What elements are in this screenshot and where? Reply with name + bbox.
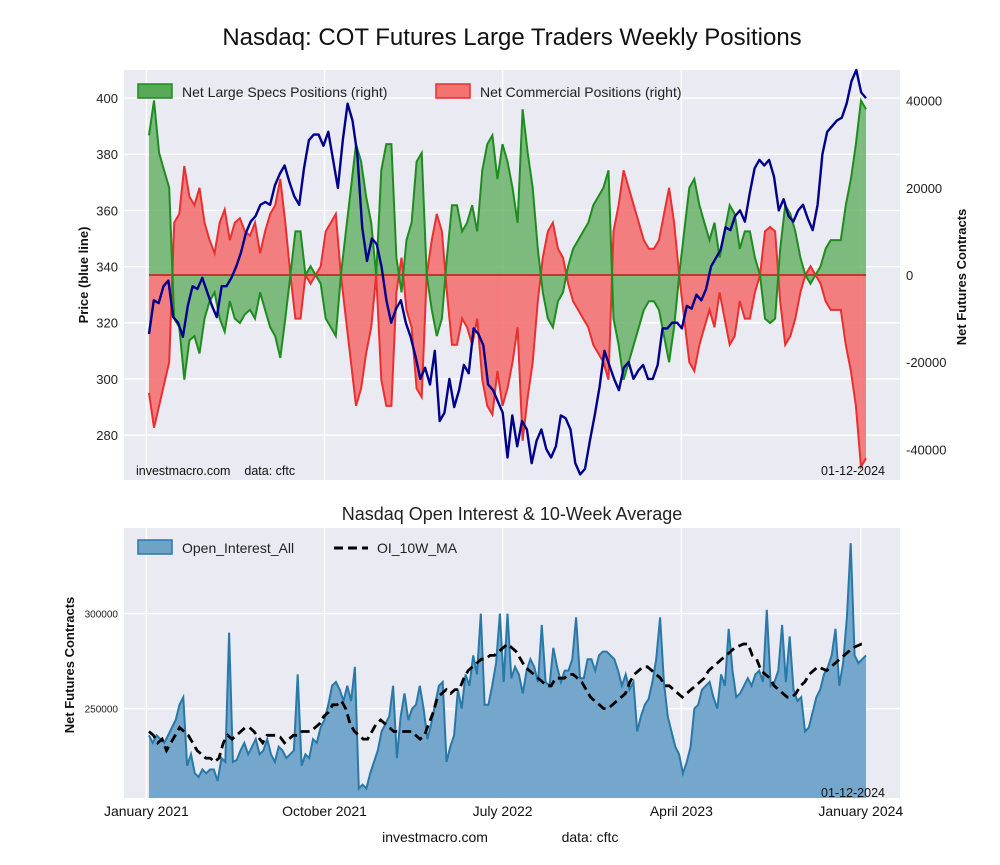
- large-specs-positions-area: [149, 100, 866, 380]
- top-position-fills: [149, 100, 866, 467]
- top-right-tick-label: 20000: [906, 181, 942, 196]
- top-right-tick-label: 0: [906, 268, 913, 283]
- top-left-tick-label: 360: [96, 203, 118, 218]
- bottom-date-annotation: 01-12-2024: [821, 786, 885, 800]
- bottom-axis-ticks: 250000 300000: [85, 610, 119, 716]
- top-left-tick-label: 280: [96, 428, 118, 443]
- footer-site: investmacro.com: [382, 829, 488, 845]
- x-tick-label: October 2021: [282, 803, 367, 819]
- legend-swatch-commercial: [435, 83, 471, 99]
- price-line: [147, 68, 867, 476]
- legend-label-open-interest: Open_Interest_All: [182, 540, 294, 556]
- open-interest-area: [148, 543, 867, 798]
- legend-swatch-large-specs: [137, 83, 173, 99]
- top-legend: Net Large Specs Positions (right) Net Co…: [137, 83, 682, 100]
- oi-moving-average-line: [148, 642, 866, 764]
- x-tick-label: July 2022: [473, 803, 533, 819]
- bottom-y-axis-label: Net Futures Contracts: [62, 597, 77, 734]
- top-right-axis-label: Net Futures Contracts: [954, 209, 969, 346]
- commercial-positions-line: [148, 165, 867, 471]
- bottom-tick-label: 250000: [85, 705, 119, 716]
- top-left-tick-label: 400: [96, 91, 118, 106]
- legend-label-large-specs: Net Large Specs Positions (right): [182, 84, 387, 100]
- x-tick-label: January 2024: [818, 803, 903, 819]
- top-left-tick-label: 300: [96, 372, 118, 387]
- x-tick-label: January 2021: [104, 803, 189, 819]
- top-series-lines: [147, 68, 867, 476]
- legend-swatch-open-interest: [137, 539, 173, 555]
- top-right-tick-label: 40000: [906, 94, 942, 109]
- x-tick-label: April 2023: [650, 803, 713, 819]
- top-date-annotation: 01-12-2024: [821, 464, 885, 478]
- large-specs-positions-line: [148, 97, 867, 380]
- bottom-legend: Open_Interest_All OI_10W_MA: [137, 539, 458, 556]
- bottom-tick-label: 300000: [85, 610, 119, 621]
- bottom-x-axis-ticks: January 2021 October 2021 July 2022 April 2…: [104, 803, 903, 819]
- top-left-tick-label: 380: [96, 147, 118, 162]
- top-chart-title: Nasdaq: COT Futures Large Traders Weekly…: [222, 24, 801, 51]
- open-interest-fill: [149, 543, 866, 798]
- top-source-annotation: investmacro.com data: cftc: [136, 464, 295, 478]
- top-right-tick-label: -20000: [906, 355, 946, 370]
- cot-positions-chart: Nasdaq: COT Futures Large Traders Weekly…: [76, 24, 969, 480]
- top-left-axis-label: Price (blue line): [76, 227, 91, 324]
- open-interest-chart: Nasdaq Open Interest & 10-Week Average 2…: [62, 504, 903, 819]
- oi-moving-average: [148, 642, 866, 764]
- top-left-axis-ticks: 280 300 320 340 360 380 400: [96, 91, 118, 443]
- legend-label-oi-ma: OI_10W_MA: [377, 540, 458, 556]
- top-right-axis-ticks: -40000 -20000 0 20000 40000: [906, 94, 946, 458]
- top-right-tick-label: -40000: [906, 442, 946, 457]
- open-interest-line: [148, 543, 867, 791]
- legend-label-commercial: Net Commercial Positions (right): [480, 84, 682, 100]
- footer-data-source: data: cftc: [562, 829, 619, 845]
- bottom-chart-title: Nasdaq Open Interest & 10-Week Average: [342, 504, 683, 524]
- commercial-positions-area: [149, 166, 866, 467]
- top-left-tick-label: 340: [96, 260, 118, 275]
- top-left-tick-label: 320: [96, 316, 118, 331]
